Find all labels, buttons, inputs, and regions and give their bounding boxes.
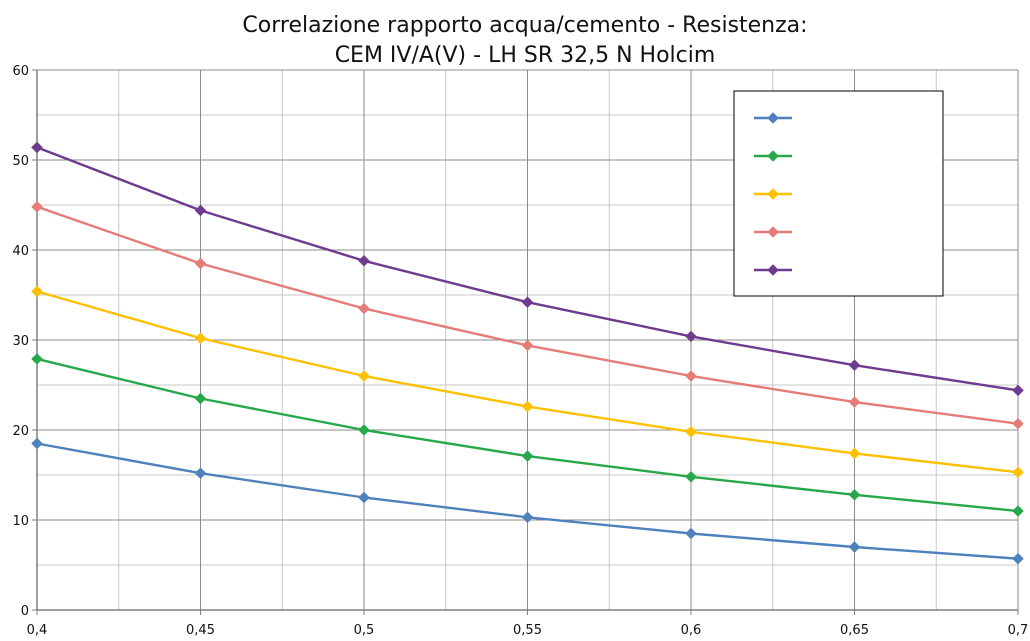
y-axis-tick-label: 20	[12, 424, 29, 439]
x-axis-tick-label: 0,6	[681, 623, 702, 638]
x-axis-tick-label: 0,5	[354, 623, 375, 638]
x-axis-tick-label: 0,65	[840, 623, 869, 638]
y-axis-tick-label: 0	[21, 604, 29, 619]
y-axis-tick-label: 10	[12, 514, 29, 529]
y-axis-tick-label: 60	[12, 64, 29, 79]
x-axis-tick-label: 0,55	[513, 623, 542, 638]
chart-title-line-2: CEM IV/A(V) - LH SR 32,5 N Holcim	[335, 43, 716, 68]
x-axis-tick-label: 0,4	[27, 623, 48, 638]
x-axis-tick-label: 0,45	[186, 623, 215, 638]
y-axis-tick-label: 30	[12, 334, 29, 349]
y-axis-tick-label: 50	[12, 154, 29, 169]
chart-title-line-1: Correlazione rapporto acqua/cemento - Re…	[242, 13, 807, 38]
y-axis-tick-label: 40	[12, 244, 29, 259]
x-axis-tick-label: 0,7	[1008, 623, 1029, 638]
legend	[734, 91, 943, 296]
